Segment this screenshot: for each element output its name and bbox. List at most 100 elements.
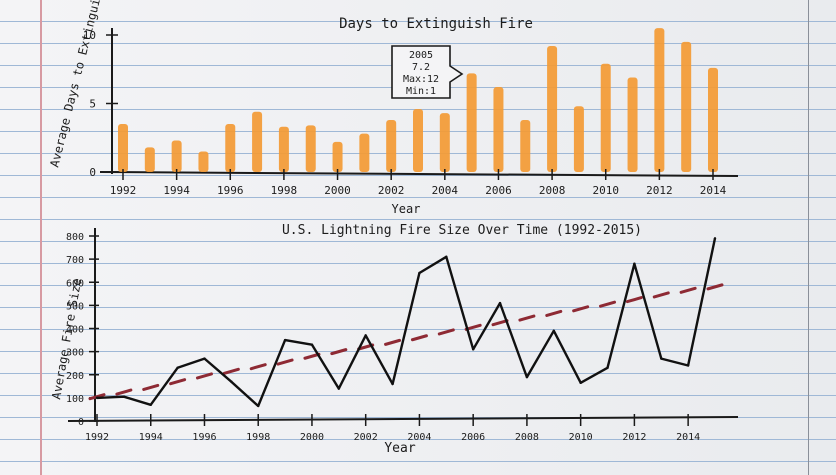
- tooltip-line-0: 2005: [409, 50, 433, 61]
- series-line-0: [96, 238, 717, 408]
- bar-chart-title: Days to Extinguish Fire: [339, 16, 533, 32]
- bar-1999: [305, 125, 316, 172]
- tooltip-line-2: Max:12: [403, 74, 439, 85]
- bar-2008: [547, 45, 558, 172]
- bar-2010: [600, 63, 611, 172]
- x-tick-label-1994: 1994: [163, 184, 190, 197]
- x-tick-label-1992: 1992: [85, 432, 109, 443]
- line-chart-x-ticks: 1992 1994 1996 1998 2000 2002 2004 2006 2008 2010…: [85, 414, 700, 443]
- y-tick-label-100: 100: [66, 394, 84, 405]
- point-2009: [552, 329, 555, 333]
- point-2012: [633, 262, 636, 265]
- line-chart-y-axis-label: Average Fire Size: [49, 277, 84, 400]
- point-1998: [257, 404, 260, 408]
- trend-dash-2004: [410, 334, 428, 342]
- point-2008: [525, 375, 529, 379]
- bar-2003: [413, 108, 423, 172]
- line-chart-series: [95, 237, 717, 408]
- bar-2005: [466, 73, 477, 172]
- bar-2006: [493, 87, 504, 172]
- line-chart-title: U.S. Lightning Fire Size Over Time (1992…: [282, 223, 642, 238]
- trend-dash-1999: [276, 358, 294, 366]
- trend-dash-1993: [115, 388, 133, 396]
- bar-2001: [359, 133, 370, 172]
- y-tick-label-0: 0: [78, 417, 84, 428]
- point-1995: [176, 366, 179, 370]
- x-tick-label-1992: 1992: [110, 184, 137, 197]
- x-tick-label-2012: 2012: [622, 432, 646, 443]
- trend-dash-2013: [652, 291, 670, 299]
- x-tick-label-2000: 2000: [324, 184, 351, 197]
- x-tick-label-1998: 1998: [246, 432, 270, 443]
- x-tick-label-2006: 2006: [461, 432, 485, 443]
- bar-2007: [520, 119, 531, 172]
- point-1999: [283, 338, 287, 342]
- x-tick-label-1994: 1994: [139, 432, 163, 443]
- x-tick-label-2008: 2008: [515, 432, 539, 443]
- y-tick-label-10: 10: [83, 29, 96, 42]
- y-tick-label-600: 600: [66, 278, 84, 289]
- point-2004: [418, 271, 421, 275]
- bar-1997: [252, 111, 263, 172]
- point-2015: [713, 237, 717, 240]
- x-tick-label-2000: 2000: [300, 432, 324, 443]
- trend-dash-1998: [249, 363, 267, 371]
- bar-2000: [332, 141, 343, 172]
- point-2002: [364, 334, 367, 337]
- point-1993: [122, 395, 126, 398]
- bar-chart: Days to Extinguish Fire Average Days to …: [47, 0, 739, 215]
- point-2010: [579, 381, 582, 385]
- y-tick-label-200: 200: [66, 371, 84, 382]
- bar-chart-x-axis-label: Year: [392, 202, 421, 215]
- point-1997: [230, 380, 233, 383]
- point-2001: [337, 387, 341, 390]
- trend-dash-2009: [545, 309, 563, 317]
- point-1994: [149, 403, 152, 407]
- margin-line: [40, 0, 42, 475]
- x-tick-label-2004: 2004: [407, 432, 431, 443]
- trend-dash-2003: [384, 338, 402, 346]
- bar-2012: [654, 28, 665, 173]
- tooltip-box: [391, 45, 464, 99]
- trend-dash-2007: [491, 319, 509, 327]
- trend-dash-2010: [572, 305, 590, 313]
- trend-dash-2001: [330, 348, 348, 356]
- x-tick-label-2002: 2002: [378, 184, 405, 197]
- point-2003: [391, 382, 394, 386]
- bar-1992: [118, 124, 128, 172]
- bar-2014: [708, 67, 718, 172]
- line-chart-y-ticks: 0 100 200 300 400 500 600 700 800: [66, 232, 99, 428]
- x-tick-label-2006: 2006: [485, 184, 512, 197]
- trend-dash-2014: [679, 286, 697, 294]
- point-2005: [445, 255, 448, 259]
- x-tick-label-2010: 2010: [569, 432, 593, 443]
- trend-dash-1997: [222, 367, 240, 375]
- bar-2002: [386, 119, 397, 172]
- trend-dash-2015: [706, 283, 724, 291]
- trend-dash-2000: [303, 352, 321, 360]
- point-2007: [498, 301, 502, 305]
- bar-2013: [681, 41, 692, 172]
- bar-chart-bars: [118, 28, 718, 173]
- bar-2011: [627, 77, 638, 172]
- x-tick-label-1996: 1996: [192, 432, 216, 443]
- y-tick-label-400: 400: [66, 325, 84, 336]
- trend-dash-2005: [437, 328, 455, 336]
- paper-edge: [808, 0, 809, 475]
- bar-1994: [171, 140, 182, 172]
- line-chart-x-axis-label: Year: [384, 441, 415, 456]
- trend-dash-2006: [464, 323, 482, 331]
- tooltip-line-1: 7.2: [412, 62, 430, 73]
- trend-dash-2008: [518, 314, 536, 322]
- bar-chart-x-ticks: 1992 1994 1996 1998 2000 2002 2004 2006 2008 2010…: [110, 169, 727, 197]
- trend-dash-1996: [195, 372, 213, 380]
- y-tick-label-5: 5: [89, 98, 96, 111]
- y-tick-label-0: 0: [89, 166, 96, 179]
- bar-2004: [439, 113, 450, 172]
- x-tick-label-2014: 2014: [700, 184, 727, 197]
- trend-dash-2011: [599, 300, 617, 308]
- y-tick-label-500: 500: [66, 301, 84, 312]
